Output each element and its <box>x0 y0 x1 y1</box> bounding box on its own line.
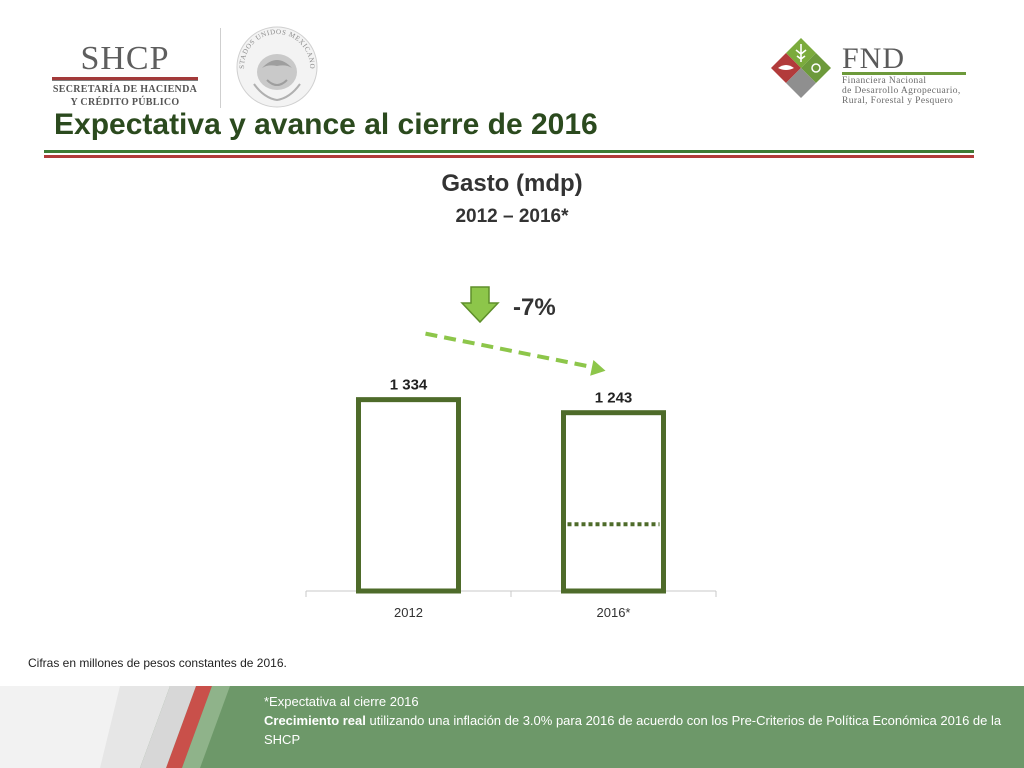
shcp-red-bar <box>52 77 198 80</box>
mexican-seal-icon: ESTADOS UNIDOS MEXICANOS <box>234 24 318 108</box>
fnd-subtitle-line3: Rural, Forestal y Pesquero <box>842 96 954 106</box>
fnd-wordmark: FND <box>842 42 906 75</box>
chart-subtitle: 2012 – 2016* <box>455 206 569 227</box>
fnd-emblem-icon <box>770 36 832 98</box>
fnd-logo: FND Financiera Nacional de Desarrollo Ag… <box>768 34 978 106</box>
shcp-wordmark: SHCP <box>80 40 170 77</box>
footer-decoration <box>0 686 230 768</box>
data-label: 1 334 <box>390 377 428 394</box>
page-title: Expectativa y avance al cierre de 2016 <box>54 108 598 141</box>
footnote-expectation: *Expectativa al cierre 2016 <box>264 694 419 709</box>
shcp-logo: SHCP SECRETARÍA DE HACIENDA Y CRÉDITO PÚ… <box>50 40 200 110</box>
chart-title: Gasto (mdp) <box>441 170 583 197</box>
shcp-subtitle-line1: SECRETARÍA DE HACIENDA <box>52 84 198 95</box>
fnd-subtitle-line2: de Desarrollo Agropecuario, <box>842 86 961 96</box>
logo-divider <box>220 28 221 108</box>
shcp-gray-bar <box>52 80 198 81</box>
bar-2016-star <box>561 410 666 594</box>
title-rule-red <box>44 155 974 158</box>
trend-arrow-head <box>590 360 606 376</box>
data-label: 1 243 <box>595 390 633 407</box>
fnd-green-bar <box>842 72 966 75</box>
change-annotation: -7% <box>513 294 556 321</box>
trend-arrow-line <box>425 331 596 370</box>
fnd-subtitle-line1: Financiera Nacional <box>842 76 927 86</box>
units-note: Cifras en millones de pesos constantes d… <box>28 656 287 670</box>
title-rule-green <box>44 150 974 153</box>
footnote-growth-rest: utilizando una inflación de 3.0% para 20… <box>264 713 1002 747</box>
bar-2012 <box>356 397 461 594</box>
shcp-subtitle-line2: Y CRÉDITO PÚBLICO <box>70 97 180 108</box>
x-tick-label: 2016* <box>597 605 631 620</box>
x-tick-label: 2012 <box>394 605 423 620</box>
footnote-growth: Crecimiento real utilizando una inflació… <box>264 711 1004 749</box>
footnote-growth-bold: Crecimiento real <box>264 713 366 728</box>
down-arrow-icon <box>460 286 500 324</box>
